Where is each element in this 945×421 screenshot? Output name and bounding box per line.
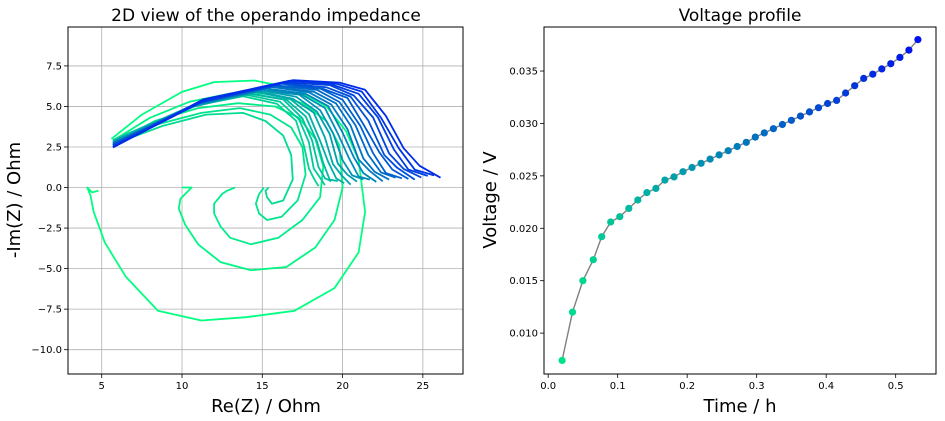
voltage-x-tick-label: 0.0 (540, 381, 556, 392)
voltage-x-tick-label: 0.5 (888, 381, 904, 392)
voltage-point (869, 70, 877, 78)
voltage-point (670, 173, 678, 181)
voltage-title: Voltage profile (679, 6, 802, 26)
voltage-point (607, 218, 615, 226)
voltage-point (896, 53, 904, 62)
impedance-spiral-curve (114, 102, 325, 246)
voltage-y-tick-label: 0.025 (509, 171, 538, 182)
impedance-x-tick-label: 25 (416, 381, 429, 392)
voltage-point (905, 46, 913, 54)
voltage-point (833, 96, 841, 104)
impedance-x-tick-label: 20 (336, 381, 349, 392)
impedance-tail-curve (112, 79, 441, 179)
voltage-point (724, 147, 732, 155)
voltage-point (760, 129, 768, 137)
voltage-point (742, 138, 750, 146)
voltage-point (697, 159, 705, 167)
voltage-point (914, 36, 922, 44)
impedance-y-tick-label: 5.0 (46, 102, 62, 113)
voltage-point (634, 196, 642, 204)
voltage-point (652, 184, 660, 192)
voltage-point (715, 151, 723, 159)
voltage-point (887, 60, 895, 68)
impedance-x-label: Re(Z) / Ohm (211, 396, 321, 417)
impedance-grid (68, 27, 463, 374)
impedance-spiral-curve (114, 107, 307, 221)
voltage-point (751, 133, 759, 141)
impedance-y-ticks: −10.0 −7.5 −5.0 −2.5 0.0 2.5 5.0 7.5 (31, 61, 68, 356)
voltage-y-tick-label: 0.010 (509, 329, 538, 340)
impedance-y-tick-label: 0.0 (46, 183, 62, 194)
voltage-points (558, 36, 922, 364)
voltage-panel: Voltage profile 0.0 0.1 0.2 0.3 0.4 0.5 0.010… (480, 6, 937, 417)
voltage-point (598, 233, 606, 241)
voltage-point (778, 120, 787, 129)
impedance-title: 2D view of the operando impedance (111, 6, 421, 26)
impedance-tail-curve (112, 90, 352, 186)
voltage-point (616, 213, 624, 221)
voltage-point (851, 82, 859, 90)
impedance-spiral-curve (114, 112, 294, 205)
voltage-y-label: Voltage / V (480, 151, 501, 249)
voltage-x-tick-label: 0.3 (749, 381, 765, 392)
voltage-x-tick-label: 0.1 (610, 381, 626, 392)
voltage-y-tick-label: 0.015 (509, 276, 538, 287)
voltage-point (661, 176, 669, 184)
voltage-y-tick-label: 0.035 (509, 67, 538, 78)
impedance-spiral-curve (86, 79, 367, 322)
voltage-y-tick-label: 0.020 (509, 224, 538, 235)
voltage-point (860, 74, 868, 82)
voltage-point (558, 356, 566, 364)
impedance-y-tick-label: 2.5 (46, 142, 62, 153)
voltage-point (805, 108, 814, 116)
voltage-point (787, 116, 796, 124)
voltage-point (589, 256, 597, 264)
voltage-point (643, 189, 651, 197)
voltage-point (824, 99, 832, 108)
voltage-point (769, 125, 778, 133)
voltage-line (561, 39, 919, 361)
voltage-point (878, 65, 886, 73)
impedance-y-tick-label: −5.0 (38, 264, 62, 275)
impedance-y-tick-label: −2.5 (38, 224, 62, 235)
voltage-axes-frame (543, 26, 937, 375)
voltage-y-tick-label: 0.030 (509, 119, 538, 130)
impedance-x-tick-label: 5 (99, 381, 105, 392)
impedance-y-tick-label: −7.5 (38, 305, 62, 316)
impedance-curves (86, 79, 441, 322)
voltage-point (568, 308, 577, 316)
impedance-axes-frame (67, 26, 464, 375)
impedance-y-tick-label: −10.0 (31, 345, 62, 356)
voltage-x-ticks: 0.0 0.1 0.2 0.3 0.4 0.5 (540, 374, 904, 392)
voltage-point (706, 155, 714, 163)
voltage-point (625, 204, 633, 212)
voltage-x-label: Time / h (703, 396, 777, 417)
impedance-tail-curve (112, 81, 428, 177)
impedance-y-label: -Im(Z) / Ohm (4, 142, 25, 258)
voltage-connecting-line (561, 39, 919, 361)
voltage-point (733, 142, 741, 151)
voltage-y-ticks: 0.010 0.015 0.020 0.025 0.030 0.035 (509, 67, 544, 340)
impedance-y-tick-label: 7.5 (46, 61, 62, 72)
impedance-x-tick-label: 10 (176, 381, 189, 392)
voltage-point (796, 112, 805, 120)
voltage-x-tick-label: 0.2 (679, 381, 695, 392)
voltage-point (814, 104, 823, 112)
voltage-x-tick-label: 0.4 (818, 381, 834, 392)
voltage-point (679, 168, 687, 176)
impedance-x-tick-label: 15 (256, 381, 269, 392)
voltage-point (842, 89, 850, 97)
impedance-panel: 2D view of the operando impedance 5 10 15 2… (4, 6, 464, 417)
impedance-x-ticks: 5 10 15 20 25 (99, 374, 429, 392)
voltage-point (579, 277, 587, 285)
voltage-point (688, 163, 696, 172)
